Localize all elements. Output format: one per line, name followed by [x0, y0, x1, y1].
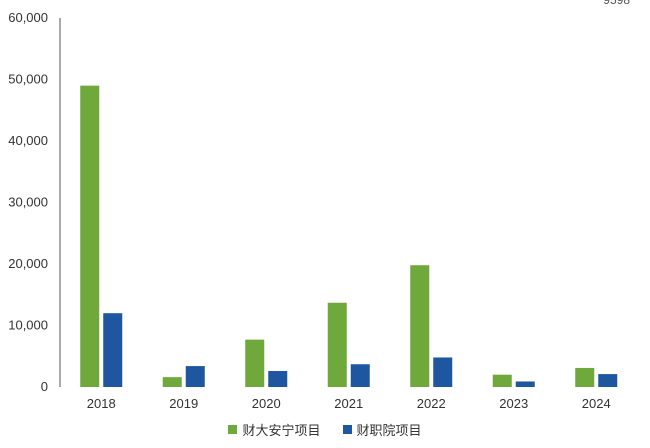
- legend-swatch-series-a: [228, 425, 238, 434]
- bar-series-a-2024: [575, 367, 595, 387]
- bar-series-a-2019: [162, 377, 182, 387]
- legend-swatch-series-b: [342, 425, 352, 434]
- legend: 财大安宁项目 财职院项目: [0, 420, 650, 439]
- x-tick-label: 2022: [417, 396, 446, 411]
- bar-series-b-2022: [433, 357, 453, 387]
- x-tick-label: 2019: [169, 396, 198, 411]
- bar-series-b-2023: [515, 381, 535, 387]
- bar-series-a-2022: [410, 265, 430, 387]
- x-tick-label: 2020: [252, 396, 281, 411]
- y-tick-label: 60,000: [8, 10, 48, 25]
- bar-series-b-2024: [598, 374, 618, 387]
- legend-item-series-b: 财职院项目: [342, 420, 422, 439]
- bar-series-b-2021: [350, 364, 370, 387]
- x-tick-label: 2023: [499, 396, 528, 411]
- y-tick-label: 40,000: [8, 133, 48, 148]
- bar-series-b-2018: [103, 313, 123, 387]
- bar-series-a-2023: [492, 374, 512, 387]
- y-tick-label: 0: [41, 379, 48, 394]
- bar-series-a-2020: [245, 339, 265, 387]
- y-tick-label: 30,000: [8, 195, 48, 210]
- bars-group: [80, 85, 618, 388]
- bar-series-a-2021: [327, 302, 347, 387]
- legend-label-series-b: 财职院项目: [356, 424, 422, 439]
- bar-series-a-2018: [80, 85, 100, 388]
- x-tick-label: 2021: [334, 396, 363, 411]
- y-tick-label: 10,000: [8, 318, 48, 333]
- y-tick-label: 20,000: [8, 256, 48, 271]
- x-axis-labels: 2018 2019 2020 2021 2022 2023 2024: [87, 396, 611, 411]
- x-tick-label: 2024: [582, 396, 611, 411]
- legend-label-series-a: 财大安宁项目: [242, 424, 321, 439]
- y-axis-ticks: 0 10,000 20,000 30,000 40,000 50,000 60,000: [8, 10, 48, 394]
- bar-series-b-2019: [185, 366, 205, 387]
- y-tick-label: 50,000: [8, 72, 48, 87]
- bar-series-b-2020: [268, 371, 288, 387]
- x-tick-label: 2018: [87, 396, 116, 411]
- corner-text: 9598: [603, 0, 630, 7]
- legend-item-series-a: 财大安宁项目: [228, 420, 321, 439]
